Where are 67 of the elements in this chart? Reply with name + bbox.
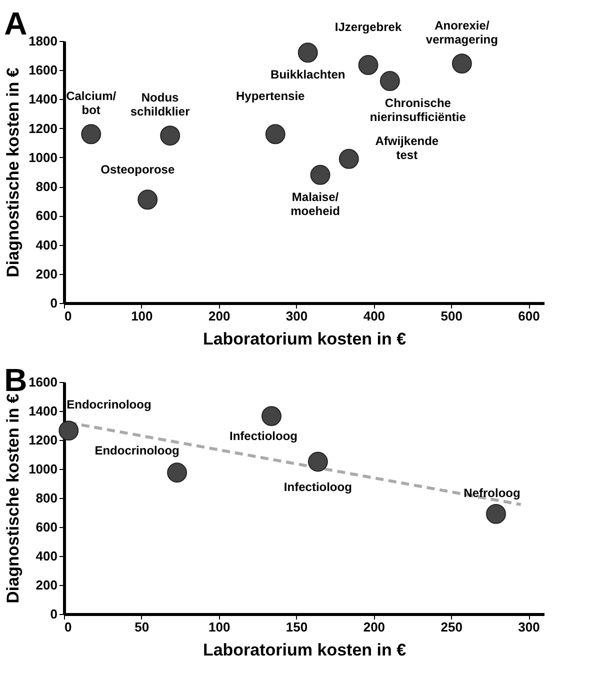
x-tick-label: 600 (518, 308, 540, 324)
point (486, 504, 506, 524)
y-tick-label: 1800 (28, 34, 58, 48)
x-tick-label: 250 (440, 620, 462, 634)
x-tick-label: 500 (440, 308, 462, 324)
chart-title: A (4, 6, 28, 42)
annotation: Anorexie/ vermagering (426, 18, 498, 47)
point (265, 124, 286, 144)
y-tick-label: 400 (36, 548, 58, 564)
x-axis-title: Laboratorium kosten in € (202, 330, 407, 348)
y-tick-label: 1600 (28, 374, 58, 390)
y-tick-label: 1000 (28, 150, 58, 165)
y-tick-label: 0 (50, 296, 58, 310)
y-tick-label: 1200 (28, 432, 58, 448)
point (308, 452, 328, 472)
x-tick-label: 200 (208, 308, 230, 324)
point (261, 406, 282, 426)
annotation: Chronische nierinsufficiëntie (370, 96, 466, 124)
x-axis-title: Laboratorium kosten in € (202, 640, 407, 660)
annotation: Nefroloog (464, 486, 520, 500)
y-tick-label: 400 (36, 237, 58, 252)
x-tick-label: 150 (286, 620, 308, 634)
y-tick-label: 1400 (28, 92, 58, 107)
x-tick-label: 0 (64, 308, 72, 324)
annotation: Endocrinoloog (94, 444, 180, 458)
point (298, 42, 318, 63)
x-tick-label: 300 (518, 620, 540, 634)
annotation: Infectioloog (229, 429, 298, 444)
point (58, 420, 79, 441)
y-axis-title: Diagnostische kosten in € (4, 67, 23, 278)
annotation: Afwijkende test (375, 134, 439, 162)
point (358, 55, 378, 75)
y-tick-label: 0 (50, 606, 58, 622)
point (310, 164, 330, 185)
annotation: Osteoporose (100, 162, 175, 177)
y-tick-label: 200 (36, 578, 58, 592)
y-tick-label: 800 (36, 490, 58, 506)
x-tick-label: 100 (131, 308, 153, 324)
x-tick-label: 200 (363, 620, 386, 634)
point (380, 71, 400, 91)
y-tick-label: 1000 (28, 462, 58, 476)
point (167, 462, 188, 483)
y-tick-label: 600 (36, 520, 58, 534)
y-tick-label: 1400 (28, 404, 58, 418)
y-tick-label: 1200 (28, 120, 58, 136)
annotation: Calcium/ bot (66, 89, 117, 118)
annotation: Endocrinoloog (66, 398, 152, 412)
annotation: Malaise/ moeheid (290, 190, 340, 218)
annotation: IJzergebrek (334, 20, 402, 34)
annotation: Hypertensie (236, 89, 306, 104)
x-tick-label: 300 (286, 308, 308, 324)
x-tick-label: 400 (363, 308, 386, 324)
point (338, 148, 359, 169)
y-tick-label: 200 (36, 266, 58, 282)
annotation: Nodus schildklier (130, 90, 190, 119)
annotation: Infectioloog (284, 480, 352, 494)
x-tick-label: 100 (208, 620, 230, 634)
x-tick-label: 50 (134, 620, 150, 634)
point (452, 54, 472, 74)
point (81, 124, 102, 144)
y-tick-label: 800 (36, 179, 58, 194)
point (160, 126, 180, 146)
annotation: Buikklachten (270, 68, 346, 82)
y-tick-label: 1600 (28, 62, 58, 78)
point (138, 190, 158, 210)
y-tick-label: 600 (36, 208, 58, 224)
x-tick-label: 0 (64, 620, 72, 634)
